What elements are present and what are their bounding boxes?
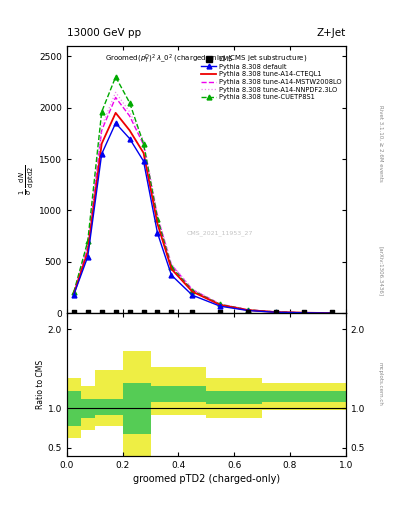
Point <box>301 308 307 316</box>
Text: CMS_2021_11953_27: CMS_2021_11953_27 <box>187 230 253 236</box>
Point <box>127 308 133 316</box>
Legend: CMS, Pythia 8.308 default, Pythia 8.308 tune-A14-CTEQL1, Pythia 8.308 tune-A14-M: CMS, Pythia 8.308 default, Pythia 8.308 … <box>200 55 343 102</box>
Point <box>217 308 223 316</box>
Text: mcplots.cern.ch: mcplots.cern.ch <box>378 362 383 406</box>
Y-axis label: $\frac{1}{\sigma}\,\frac{\mathrm{d}\,N}{\mathrm{d}\,\mathrm{ptd2}}$: $\frac{1}{\sigma}\,\frac{\mathrm{d}\,N}{… <box>17 164 36 195</box>
Point <box>112 308 119 316</box>
Point <box>84 308 91 316</box>
Point <box>189 308 196 316</box>
Point <box>329 308 335 316</box>
Text: Rivet 3.1.10, ≥ 2.6M events: Rivet 3.1.10, ≥ 2.6M events <box>378 105 383 182</box>
X-axis label: groomed pTD2 (charged-only): groomed pTD2 (charged-only) <box>133 474 280 484</box>
Text: Z+Jet: Z+Jet <box>317 28 346 38</box>
Point <box>245 308 252 316</box>
Point <box>154 308 161 316</box>
Point <box>71 308 77 316</box>
Point <box>168 308 174 316</box>
Point <box>140 308 147 316</box>
Text: 13000 GeV pp: 13000 GeV pp <box>67 28 141 38</box>
Point <box>273 308 279 316</box>
Text: Groomed$(p_T^D)^2\,\lambda\_0^2$ (charged only) (CMS jet substructure): Groomed$(p_T^D)^2\,\lambda\_0^2$ (charge… <box>105 53 308 66</box>
Point <box>99 308 105 316</box>
Text: [arXiv:1306.3436]: [arXiv:1306.3436] <box>378 246 383 296</box>
Y-axis label: Ratio to CMS: Ratio to CMS <box>36 360 45 409</box>
